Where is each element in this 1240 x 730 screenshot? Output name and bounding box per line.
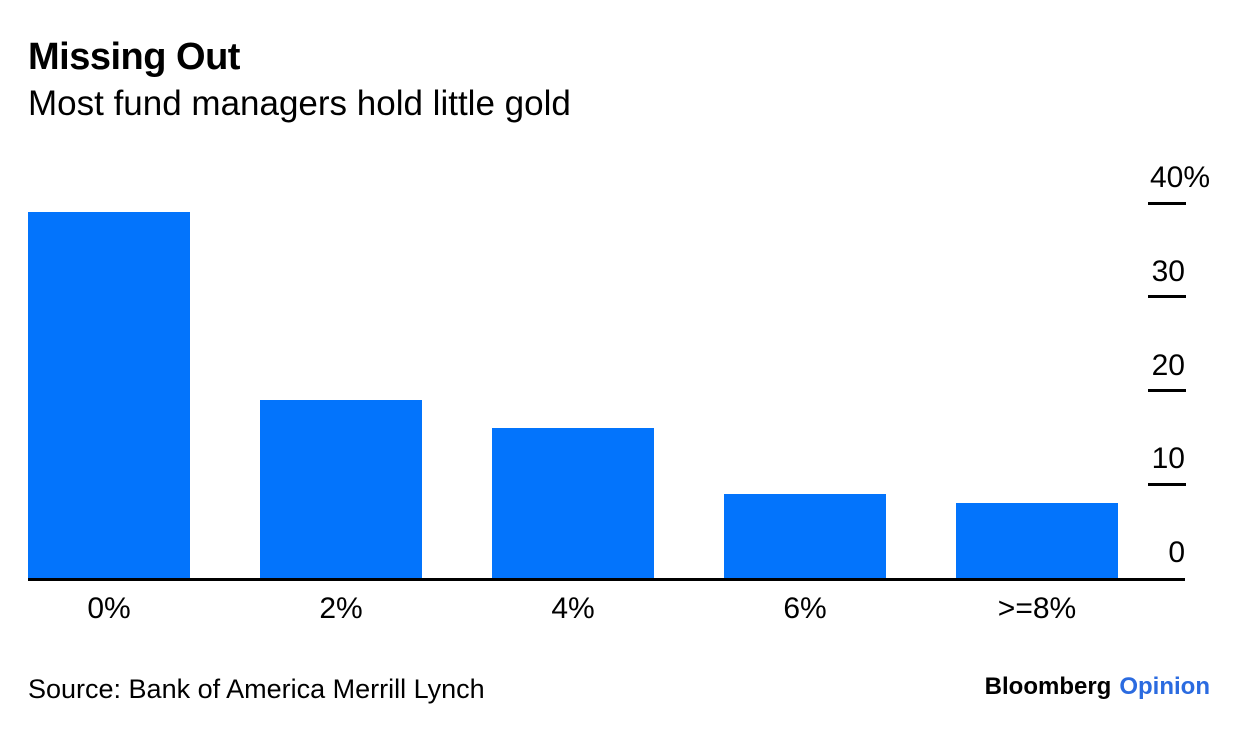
x-axis-label: >=8% [997,592,1077,625]
y-tick-label: 10 [1151,442,1185,476]
brand-logo: Bloomberg Opinion [985,672,1210,702]
y-tick-label: 20 [1151,348,1185,382]
bar [28,212,190,578]
chart-subtitle: Most fund managers hold little gold [28,84,571,123]
x-axis-label: 0% [87,592,131,625]
chart-title: Missing Out [28,36,240,78]
y-tick-dash [1148,482,1186,486]
y-tick-dash [1148,389,1186,392]
x-axis-label: 4% [551,592,595,625]
bar [724,493,886,578]
x-axis-label: 6% [783,592,827,625]
y-tick-label: 30 [1151,254,1185,288]
source-line: Source: Bank of America Merrill Lynch [28,674,485,704]
y-tick-label: 0 [1168,536,1185,569]
y-tick-dash [1148,201,1186,205]
y-tick-dash [1148,295,1186,299]
y-tick-label: 40% [1149,161,1210,194]
x-axis-label: 2% [319,592,363,625]
plot-area [28,203,1185,581]
brand-name: Bloomberg [984,673,1112,700]
brand-edition: Opinion [1119,673,1210,700]
bar [956,503,1118,578]
bar [492,428,654,578]
bar [260,399,422,578]
